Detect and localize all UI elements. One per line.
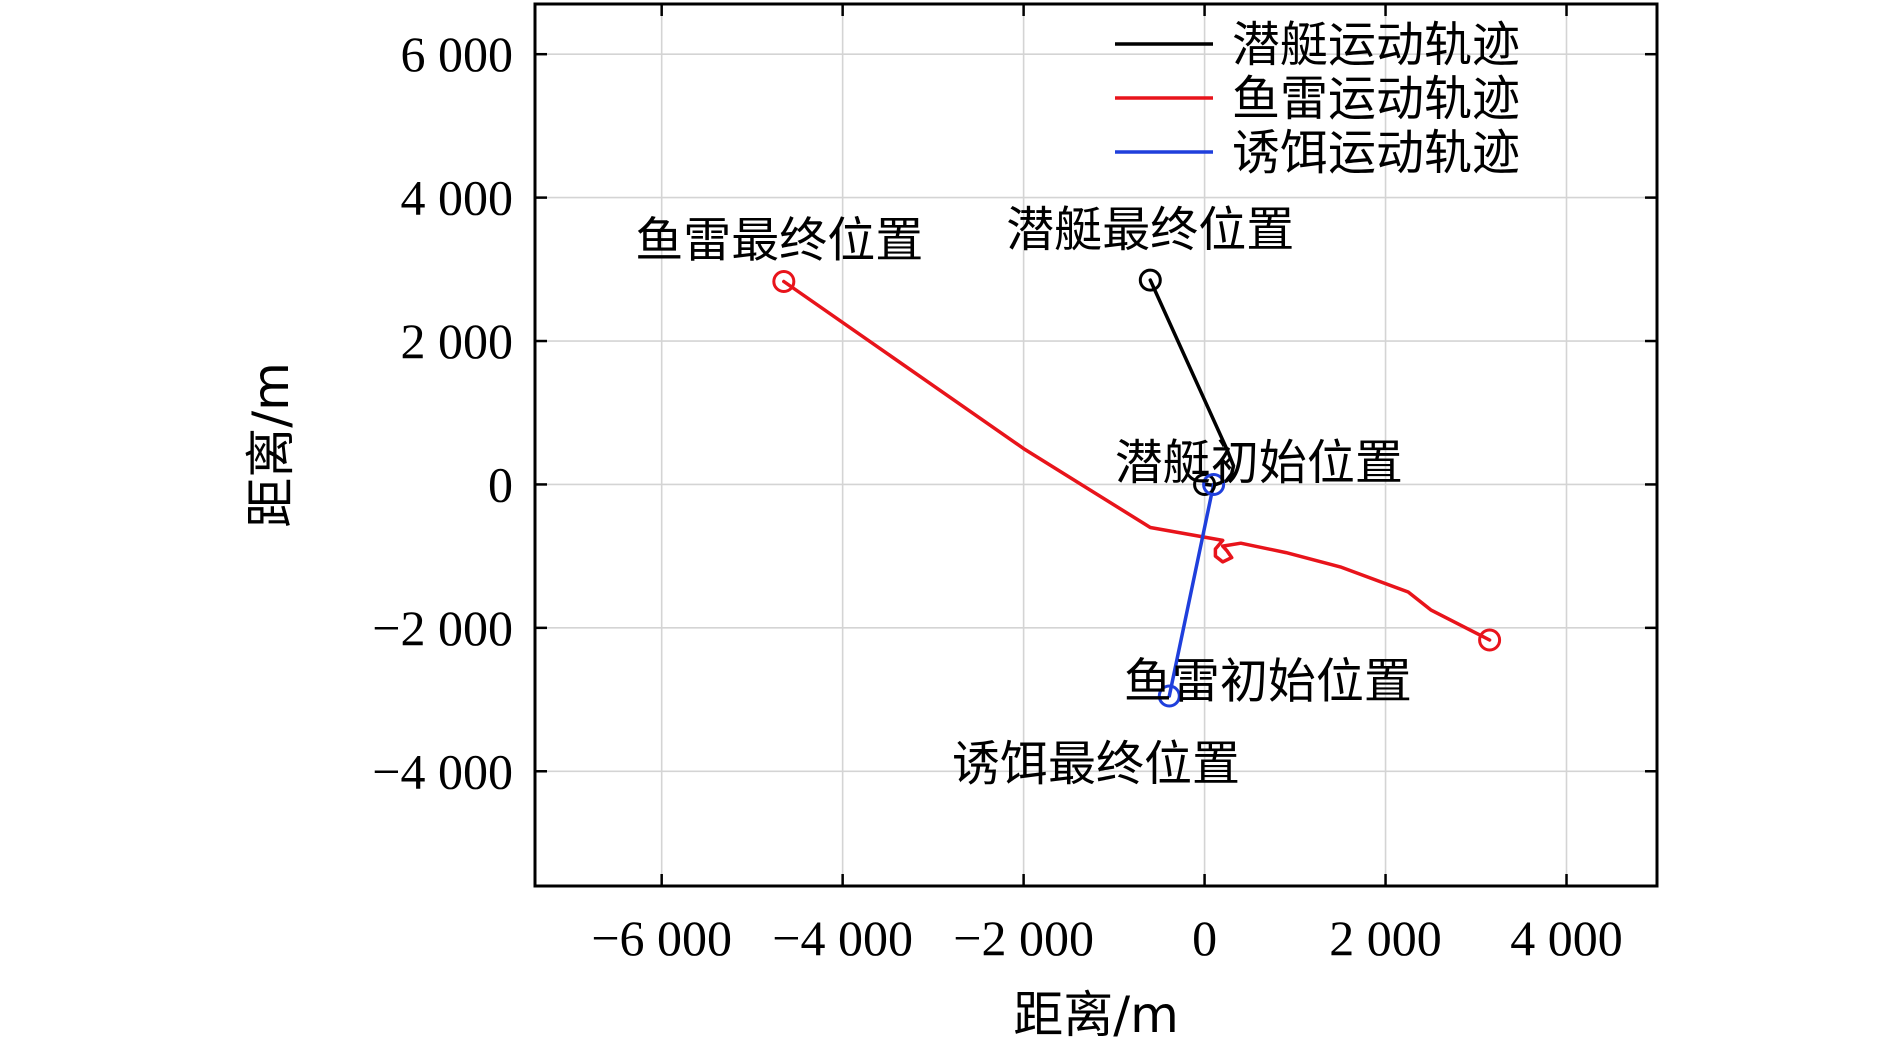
position-annotation: 潜艇最终位置 <box>1006 202 1294 258</box>
series-0-end-marker <box>1138 268 1162 292</box>
series-line-1 <box>782 279 1492 642</box>
y-tick-label: −4 000 <box>372 743 513 799</box>
legend-label: 鱼雷运动轨迹 <box>1232 71 1520 127</box>
y-tick-label: −2 000 <box>372 600 513 656</box>
position-annotation: 潜艇初始位置 <box>1115 435 1403 491</box>
series-2-end-marker <box>1157 684 1181 708</box>
position-annotation: 鱼雷最终位置 <box>635 213 923 269</box>
series-2-start-marker <box>1202 472 1226 496</box>
x-axis-title: 距离/m <box>1013 986 1179 1044</box>
x-tick-label: 2 000 <box>1329 910 1442 966</box>
series-line-2 <box>1167 482 1216 698</box>
series-layer <box>772 268 1502 708</box>
y-tick-label: 6 000 <box>401 26 514 82</box>
series-1-start-marker <box>1478 628 1502 652</box>
ticks-layer: −6 000 −4 000 −2 000 0 2 000 4 000 −4 000 −2 00… <box>372 4 1657 966</box>
x-tick-label: 0 <box>1192 910 1217 966</box>
y-tick-label: 0 <box>488 456 513 512</box>
legend-label: 诱饵运动轨迹 <box>1232 125 1520 181</box>
y-tick-label: 4 000 <box>401 170 514 226</box>
plot-frame <box>533 2 1659 888</box>
x-tick-label: 4 000 <box>1510 910 1623 966</box>
x-tick-label: −4 000 <box>772 910 913 966</box>
y-tick-label: 2 000 <box>401 313 514 369</box>
grid-layer <box>535 4 1657 886</box>
series-1-end-marker <box>772 270 796 294</box>
x-tick-label: −2 000 <box>953 910 1094 966</box>
series-0-start-marker <box>1193 472 1217 496</box>
legend-label: 潜艇运动轨迹 <box>1232 17 1520 73</box>
y-axis-title: 距离/m <box>242 362 300 528</box>
position-annotation: 诱饵最终位置 <box>952 736 1240 792</box>
x-tick-label: −6 000 <box>591 910 732 966</box>
position-annotation: 鱼雷初始位置 <box>1124 654 1412 710</box>
